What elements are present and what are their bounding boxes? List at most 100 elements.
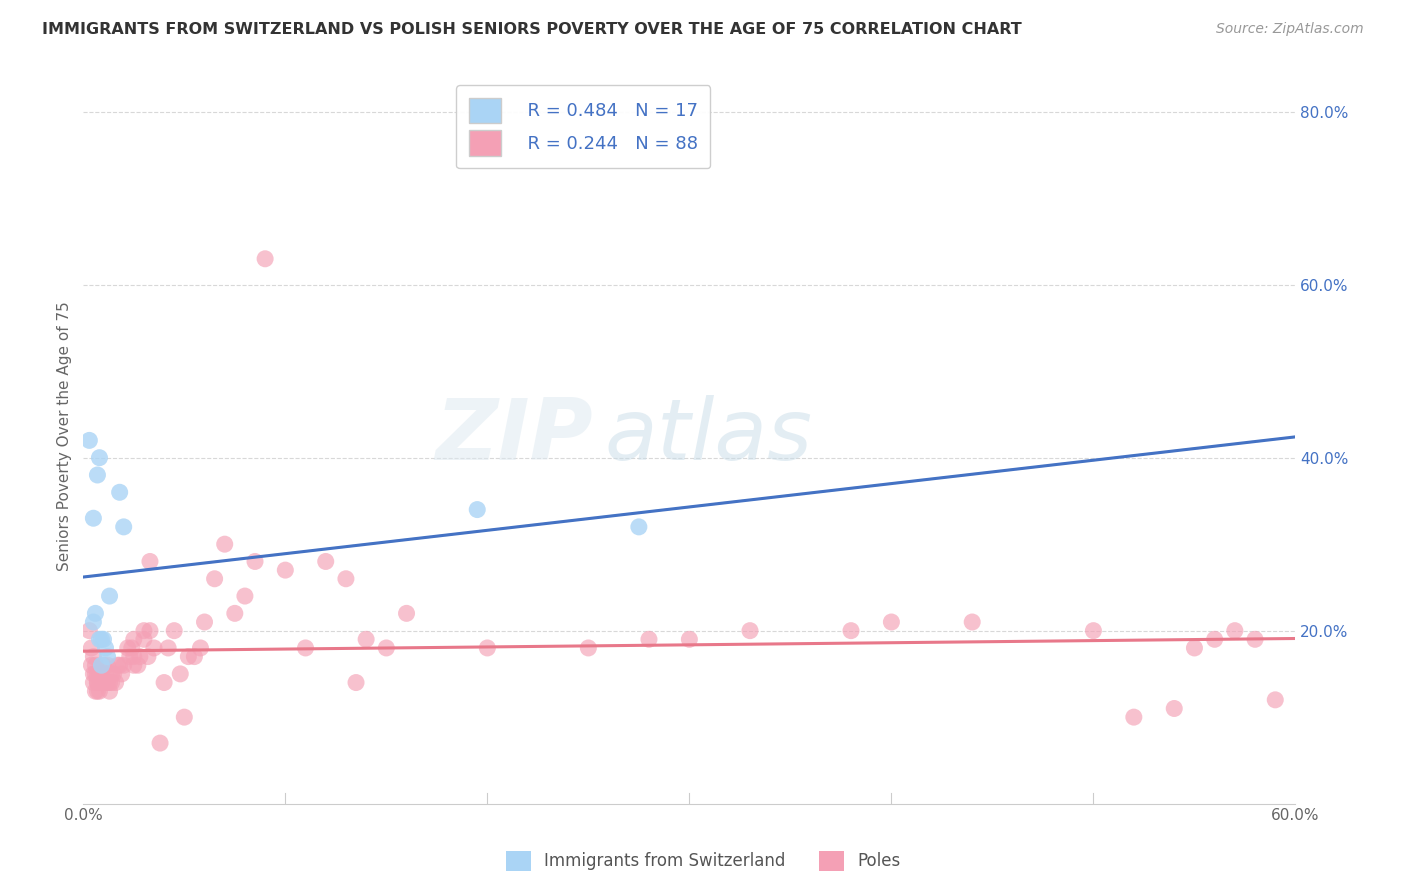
- Point: [103, 666, 125, 681]
- Point: [84, 607, 107, 621]
- Point: [121, 640, 143, 655]
- Point: [111, 666, 134, 681]
- Point: [89, 632, 111, 647]
- Point: [79, 434, 101, 448]
- Point: [82, 666, 104, 681]
- Point: [94, 666, 117, 681]
- Point: [84, 658, 107, 673]
- Point: [96, 658, 118, 673]
- Text: Source: ZipAtlas.com: Source: ZipAtlas.com: [1216, 22, 1364, 37]
- Point: [576, 640, 599, 655]
- Point: [98, 684, 121, 698]
- Point: [163, 624, 186, 638]
- Point: [183, 649, 205, 664]
- Point: [90, 658, 112, 673]
- Point: [678, 632, 700, 647]
- Point: [354, 632, 377, 647]
- Point: [104, 675, 127, 690]
- Point: [839, 624, 862, 638]
- Point: [98, 675, 121, 690]
- Point: [254, 252, 277, 266]
- Point: [1244, 632, 1267, 647]
- Point: [190, 640, 212, 655]
- Point: [294, 640, 316, 655]
- Point: [89, 666, 111, 681]
- Point: [93, 632, 115, 647]
- Point: [1163, 701, 1185, 715]
- Point: [274, 563, 297, 577]
- Point: [193, 615, 215, 629]
- Point: [395, 607, 418, 621]
- Point: [139, 554, 162, 568]
- Point: [86, 684, 108, 698]
- Point: [100, 675, 122, 690]
- Point: [84, 684, 107, 698]
- Text: atlas: atlas: [605, 394, 813, 477]
- Point: [89, 675, 111, 690]
- Point: [93, 675, 115, 690]
- Point: [880, 615, 903, 629]
- Point: [82, 511, 104, 525]
- Point: [149, 736, 172, 750]
- Point: [82, 615, 104, 629]
- Point: [375, 640, 398, 655]
- Point: [86, 675, 108, 690]
- Text: ZIP: ZIP: [434, 394, 592, 477]
- Point: [100, 666, 122, 681]
- Point: [627, 520, 650, 534]
- Point: [94, 675, 117, 690]
- Point: [80, 658, 103, 673]
- Point: [132, 624, 155, 638]
- Legend: Immigrants from Switzerland, Poles: Immigrants from Switzerland, Poles: [498, 842, 908, 880]
- Point: [335, 572, 357, 586]
- Point: [108, 485, 131, 500]
- Point: [127, 658, 149, 673]
- Point: [1204, 632, 1226, 647]
- Point: [94, 640, 117, 655]
- Point: [90, 675, 112, 690]
- Text: IMMIGRANTS FROM SWITZERLAND VS POLISH SENIORS POVERTY OVER THE AGE OF 75 CORRELA: IMMIGRANTS FROM SWITZERLAND VS POLISH SE…: [42, 22, 1022, 37]
- Point: [80, 640, 103, 655]
- Point: [122, 658, 145, 673]
- Point: [214, 537, 236, 551]
- Point: [117, 640, 139, 655]
- Point: [118, 649, 141, 664]
- Point: [143, 640, 166, 655]
- Point: [204, 572, 226, 586]
- Point: [86, 666, 108, 681]
- Point: [89, 684, 111, 698]
- Point: [153, 675, 176, 690]
- Point: [738, 624, 761, 638]
- Point: [82, 675, 104, 690]
- Point: [89, 450, 111, 465]
- Point: [96, 649, 118, 664]
- Point: [108, 658, 131, 673]
- Point: [177, 649, 200, 664]
- Point: [1083, 624, 1105, 638]
- Point: [122, 649, 145, 664]
- Point: [136, 649, 159, 664]
- Point: [82, 649, 104, 664]
- Point: [465, 502, 488, 516]
- Point: [1184, 640, 1206, 655]
- Point: [233, 589, 256, 603]
- Point: [86, 467, 108, 482]
- Point: [79, 624, 101, 638]
- Point: [84, 666, 107, 681]
- Point: [344, 675, 367, 690]
- Point: [96, 675, 118, 690]
- Point: [93, 658, 115, 673]
- Point: [224, 607, 246, 621]
- Point: [122, 632, 145, 647]
- Point: [243, 554, 266, 568]
- Point: [173, 710, 195, 724]
- Point: [90, 632, 112, 647]
- Y-axis label: Seniors Poverty Over the Age of 75: Seniors Poverty Over the Age of 75: [58, 301, 72, 571]
- Point: [477, 640, 499, 655]
- Point: [1264, 693, 1286, 707]
- Point: [638, 632, 661, 647]
- Point: [169, 666, 191, 681]
- Point: [960, 615, 983, 629]
- Point: [112, 520, 135, 534]
- Point: [157, 640, 180, 655]
